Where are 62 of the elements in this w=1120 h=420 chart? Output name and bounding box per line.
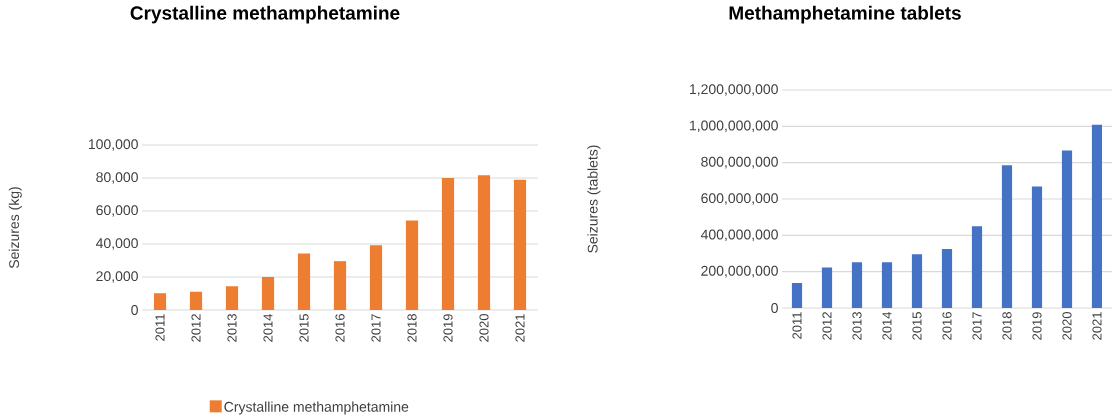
y-tick-label: 20,000 xyxy=(96,271,138,283)
bar xyxy=(225,286,239,310)
x-tick-label: 2015 xyxy=(299,314,309,342)
x-tick-label: 2021 xyxy=(515,314,525,342)
chart-title: Methamphetamine tablets xyxy=(729,5,961,24)
bar xyxy=(405,220,419,310)
bar xyxy=(261,276,275,310)
y-tick-label: 600,000,000 xyxy=(701,193,778,205)
y-tick-label: 60,000 xyxy=(96,205,138,217)
bar xyxy=(851,262,863,308)
x-tick-label: 2011 xyxy=(792,312,802,339)
bar xyxy=(971,226,983,308)
x-tick-label: 2019 xyxy=(443,314,453,342)
x-tick-label: 2020 xyxy=(479,314,489,342)
x-tick-label: 2015 xyxy=(912,312,922,340)
bar xyxy=(153,293,167,310)
bar xyxy=(369,245,383,310)
bar xyxy=(513,179,527,310)
y-tick-label: 80,000 xyxy=(96,172,138,184)
x-tick-label: 2014 xyxy=(882,311,892,340)
bar xyxy=(791,283,803,308)
y-axis-title: Seizures (tablets) xyxy=(587,145,601,253)
bar xyxy=(333,261,347,310)
legend-label: Crystalline methamphetamine xyxy=(224,401,409,415)
y-tick-label: 40,000 xyxy=(95,238,138,250)
x-tick-label: 2017 xyxy=(972,312,982,340)
y-tick-label: 1,200,000,000 xyxy=(690,84,778,96)
chart-title: Crystalline methamphetamine xyxy=(130,5,400,24)
bar xyxy=(477,175,491,310)
y-axis-title: Seizures (kg) xyxy=(8,187,22,269)
bar xyxy=(189,291,203,310)
y-tick-label: 1,000,000,000 xyxy=(690,120,778,133)
bar xyxy=(911,254,923,308)
x-tick-label: 2017 xyxy=(371,314,381,342)
y-tick-label: 800,000,000 xyxy=(701,156,778,169)
x-tick-label: 2019 xyxy=(1032,312,1042,340)
x-tick-label: 2018 xyxy=(407,314,417,342)
x-tick-label: 2014 xyxy=(263,313,273,342)
bar xyxy=(1061,150,1073,308)
x-tick-label: 2012 xyxy=(822,312,832,340)
x-tick-label: 2018 xyxy=(1002,312,1012,340)
x-tick-label: 2013 xyxy=(227,314,237,342)
bar xyxy=(1091,124,1103,308)
bar xyxy=(881,262,893,308)
x-tick-label: 2012 xyxy=(191,314,201,342)
x-tick-label: 2021 xyxy=(1092,312,1102,340)
y-tick-label: 100,000 xyxy=(88,139,138,151)
bar xyxy=(297,253,311,310)
x-tick-label: 2011 xyxy=(155,314,165,341)
bar xyxy=(1001,165,1013,308)
bar xyxy=(1031,186,1043,308)
x-tick-label: 2016 xyxy=(335,314,345,342)
y-tick-label: 400,000,000 xyxy=(700,229,778,242)
y-tick-label: 0 xyxy=(131,305,138,315)
y-tick-label: 200,000,000 xyxy=(701,265,778,278)
bar xyxy=(821,267,833,308)
x-tick-label: 2020 xyxy=(1062,312,1072,340)
bar xyxy=(441,177,455,310)
y-tick-label: 0 xyxy=(771,303,778,313)
x-tick-label: 2013 xyxy=(852,312,862,340)
x-tick-label: 2016 xyxy=(942,312,952,340)
bar xyxy=(941,248,953,308)
